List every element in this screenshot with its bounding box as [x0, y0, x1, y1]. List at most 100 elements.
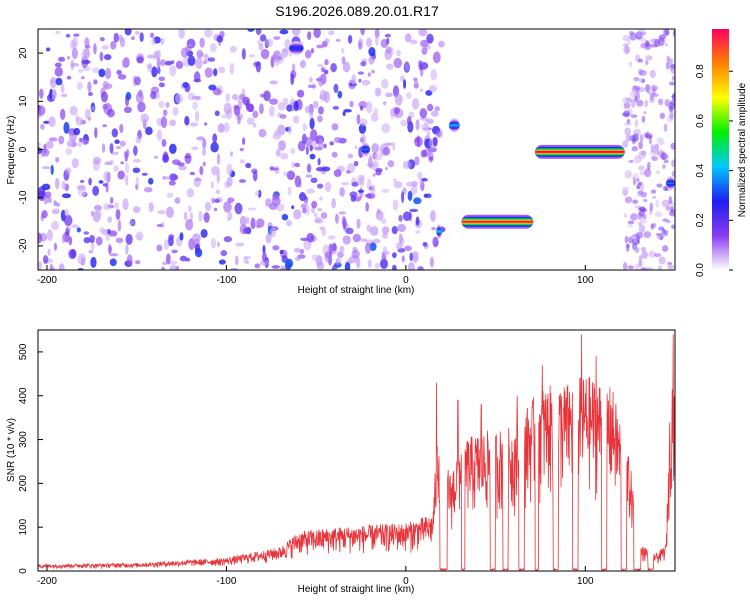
noise-cell [290, 148, 296, 155]
noise-cell [359, 238, 368, 243]
noise-cell [638, 224, 646, 233]
noise-cell [77, 187, 87, 197]
noise-cell [102, 103, 109, 110]
y-tick-label: -20 [18, 238, 29, 253]
colorbar-gradient [712, 29, 729, 270]
noise-cell [109, 159, 114, 164]
noise-cell [110, 151, 119, 156]
noise-cell [65, 167, 72, 174]
noise-cell [331, 151, 338, 158]
noise-cell [367, 72, 371, 77]
noise-cell [187, 205, 192, 213]
noise-cell [407, 262, 415, 270]
noise-cell [384, 142, 394, 147]
noise-cell [373, 152, 383, 161]
noise-cell [277, 124, 286, 136]
noise-cell [283, 171, 288, 177]
noise-cell [99, 36, 105, 42]
noise-cell [358, 37, 364, 50]
noise-cell [641, 246, 646, 252]
noise-cell [670, 63, 675, 69]
noise-cell [383, 101, 387, 106]
noise-cell [665, 61, 670, 70]
noise-cell [421, 47, 428, 55]
noise-cell [66, 56, 71, 60]
noise-cell [374, 29, 380, 39]
noise-cell [410, 184, 418, 196]
noise-cell [309, 153, 316, 160]
noise-cell [284, 38, 291, 49]
x-tick-label: 0 [403, 275, 409, 286]
noise-cell [223, 201, 232, 213]
noise-cell [59, 108, 66, 120]
noise-cell [668, 196, 673, 205]
noise-cell [426, 193, 432, 199]
noise-cell [234, 202, 243, 215]
noise-cell [400, 119, 408, 127]
noise-cell [664, 99, 671, 107]
noise-cell [157, 210, 166, 215]
noise-cell [58, 135, 65, 145]
noise-cell [48, 137, 58, 142]
noise-cell [71, 142, 78, 147]
noise-cell [420, 149, 428, 158]
noise-cell [45, 47, 51, 52]
noise-cell [630, 213, 638, 221]
noise-cell [310, 207, 315, 213]
noise-cell [374, 262, 380, 269]
noise-cell [411, 97, 420, 110]
noise-cell [198, 210, 203, 222]
noise-cell [309, 117, 315, 130]
noise-cell [41, 183, 51, 191]
spectral-feature [289, 47, 304, 50]
noise-cell [238, 179, 246, 183]
noise-cell [306, 232, 315, 243]
noise-cell [113, 32, 119, 43]
noise-cell [286, 220, 292, 227]
noise-cell [179, 255, 187, 262]
noise-cell [259, 93, 267, 98]
noise-cell [103, 203, 111, 211]
noise-cell [158, 82, 165, 88]
noise-cell [291, 29, 301, 36]
noise-cell [102, 80, 109, 91]
noise-cell [387, 160, 395, 168]
noise-cell [622, 34, 631, 42]
noise-cell [375, 35, 379, 47]
noise-cell [661, 164, 667, 170]
noise-cell [339, 245, 345, 253]
noise-cell [248, 53, 256, 58]
noise-cell [60, 83, 65, 94]
noise-cell [158, 76, 166, 82]
noise-cell [311, 200, 318, 209]
noise-cell [259, 103, 264, 115]
noise-cell [638, 150, 647, 160]
noise-cell [397, 223, 406, 232]
noise-cell [38, 142, 41, 147]
noise-cell [174, 197, 181, 204]
spectral-feature [461, 220, 534, 223]
noise-cell [360, 29, 365, 36]
noise-cell [218, 259, 226, 265]
noise-cell [294, 162, 301, 168]
noise-cell [58, 263, 65, 270]
noise-cell [627, 220, 635, 225]
noise-cell [165, 206, 174, 218]
noise-cell [631, 138, 636, 145]
noise-cell [254, 190, 260, 197]
noise-cell [638, 255, 643, 263]
noise-cell [315, 166, 325, 172]
noise-cell [428, 147, 437, 153]
noise-cell [125, 243, 129, 255]
noise-cell [76, 82, 83, 91]
noise-cell [417, 171, 423, 180]
noise-cell [670, 142, 675, 150]
noise-cell [77, 253, 86, 265]
noise-cell [307, 84, 317, 89]
noise-cell [313, 212, 318, 217]
noise-cell [364, 242, 372, 254]
noise-cell [252, 122, 257, 128]
noise-cell [641, 250, 648, 259]
noise-cell [126, 254, 133, 266]
